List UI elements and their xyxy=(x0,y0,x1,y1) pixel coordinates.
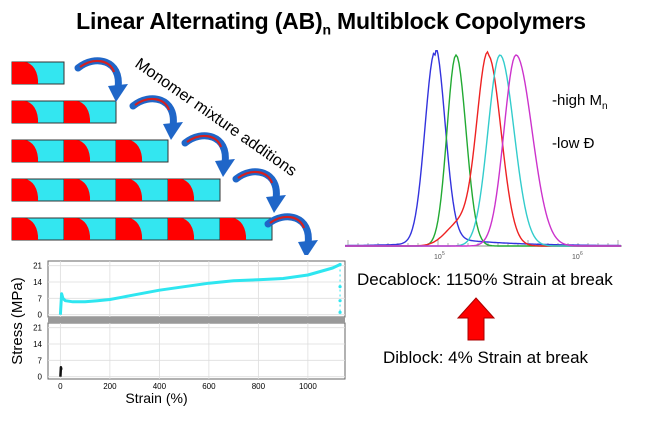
break-point xyxy=(338,310,342,314)
feature-high-mn: -high Mn xyxy=(552,92,608,112)
a-block xyxy=(116,178,143,201)
y-tick-label: 14 xyxy=(33,278,42,287)
a-block xyxy=(220,217,247,240)
feature-low-dispersity: -low Đ xyxy=(552,135,595,152)
arrow-head xyxy=(108,84,128,102)
gpc-tick-label: 10 xyxy=(572,254,580,261)
addition-arrow-icon xyxy=(264,213,318,255)
gpc-tick-exponent: 5 xyxy=(442,251,445,257)
arrow-accent xyxy=(269,215,306,229)
gpc-trace xyxy=(345,54,621,247)
y-tick-label: 0 xyxy=(38,373,43,382)
y-tick-label: 0 xyxy=(38,311,43,320)
block-row xyxy=(11,178,221,202)
y-tick-label: 7 xyxy=(38,356,43,365)
a-block xyxy=(116,139,143,162)
x-axis-label: Strain (%) xyxy=(125,390,187,406)
diblock-callout: Diblock: 4% Strain at break xyxy=(383,348,589,367)
x-tick-label: 200 xyxy=(103,382,117,391)
stress-strain-plot: Stress (MPa) 0 7 14 21 0 7 14 21 0 200 400 600 800 100… xyxy=(9,260,346,406)
stress-curve xyxy=(59,366,63,377)
diblock-panel: 0 7 14 21 xyxy=(33,322,346,382)
x-tick-label: 400 xyxy=(153,382,167,391)
a-block xyxy=(64,100,91,123)
block-row xyxy=(11,100,117,124)
decablock-panel: 0 7 14 21 xyxy=(33,260,346,320)
panel-separator xyxy=(48,317,345,323)
arrow-head xyxy=(266,195,286,213)
decablock-callout: Decablock: 1150% Strain at break xyxy=(357,270,613,289)
a-block xyxy=(116,217,143,240)
a-block xyxy=(12,217,39,240)
addition-arrow-icon xyxy=(181,132,235,177)
up-arrow-icon xyxy=(456,297,496,341)
stress-curve xyxy=(58,263,341,315)
gpc-traces: 10 5 10 6 xyxy=(345,50,622,261)
x-tick-label: 800 xyxy=(252,382,266,391)
a-block xyxy=(168,217,195,240)
y-axis-label: Stress (MPa) xyxy=(9,277,26,365)
break-point xyxy=(338,262,342,267)
arrow-accent xyxy=(237,170,274,184)
block-row xyxy=(11,139,169,163)
y-tick-label: 7 xyxy=(38,294,43,303)
panel-frame xyxy=(47,322,346,380)
block-row xyxy=(11,217,273,241)
y-tick-label: 21 xyxy=(33,262,42,271)
panel-frame xyxy=(47,260,346,318)
a-block xyxy=(168,178,195,201)
arrow-accent xyxy=(134,97,171,111)
a-block xyxy=(64,217,91,240)
a-block xyxy=(12,139,39,162)
arrow-accent xyxy=(186,134,223,148)
a-block xyxy=(12,100,39,123)
a-block xyxy=(12,61,39,84)
x-tick-label: 0 xyxy=(58,382,63,391)
addition-arrow-icon xyxy=(74,57,128,102)
gpc-tick-label: 10 xyxy=(434,254,442,261)
block-synthesis-scheme: Monomer mixture additions xyxy=(11,55,318,255)
arrow-head xyxy=(215,159,235,177)
break-point xyxy=(338,299,342,303)
x-tick-label: 600 xyxy=(202,382,216,391)
y-tick-label: 21 xyxy=(33,324,42,333)
a-block xyxy=(64,178,91,201)
block-row xyxy=(11,61,65,85)
a-block xyxy=(64,139,91,162)
addition-arrow-icon xyxy=(232,168,286,213)
x-tick-label: 1000 xyxy=(299,382,317,391)
gpc-tick-exponent: 6 xyxy=(580,251,583,257)
arrow-accent xyxy=(79,59,116,73)
y-tick-label: 14 xyxy=(33,340,42,349)
a-block xyxy=(12,178,39,201)
slide-title: Linear Alternating (AB)n Multiblock Copo… xyxy=(76,8,586,38)
addition-arrow-icon xyxy=(129,95,183,140)
arrow-head xyxy=(298,240,318,255)
break-point xyxy=(338,285,342,289)
arrow-head xyxy=(163,122,183,140)
